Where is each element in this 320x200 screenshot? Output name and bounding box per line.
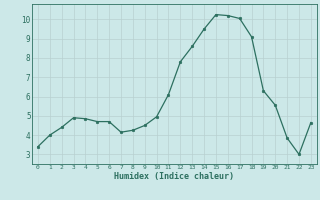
- X-axis label: Humidex (Indice chaleur): Humidex (Indice chaleur): [115, 172, 234, 181]
